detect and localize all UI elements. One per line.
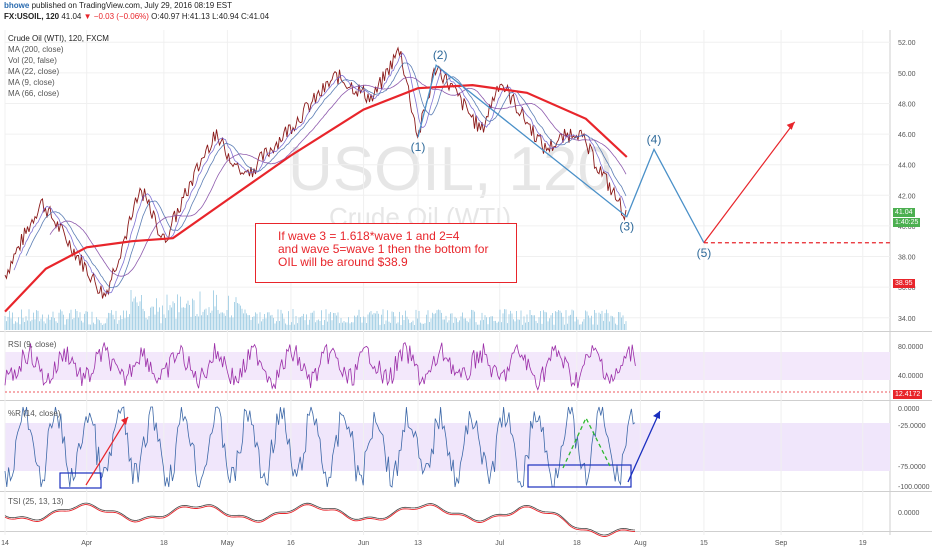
y-tick-label: 46.00: [898, 132, 916, 139]
x-tick-label: 13: [414, 540, 422, 547]
x-tick-label: Sep: [775, 540, 788, 547]
indicator-ma200[interactable]: MA (200, close): [8, 45, 64, 54]
projection: [703, 121, 890, 244]
wave-label: (5): [697, 246, 712, 260]
wave-label: (1): [411, 140, 426, 154]
pane-tick-label: -75.0000: [898, 464, 926, 471]
y-tick-label: 48.00: [898, 101, 916, 108]
ohlc-values: O:40.97 H:41.13 L:40.94 C:41.04: [151, 12, 270, 21]
arrow-head: [653, 411, 660, 419]
countdown-badge: 1:40:25: [893, 218, 921, 227]
pane-tick-label: -25.0000: [898, 423, 926, 430]
y-tick-label: 42.00: [898, 193, 916, 200]
indicator-ma66[interactable]: MA (66, close): [8, 89, 60, 98]
ma-line: [49, 76, 627, 277]
price-line: [4, 46, 627, 299]
indicator-vol[interactable]: Vol (20, false): [8, 56, 57, 65]
arrow-head: [786, 121, 795, 130]
last-price-badge: 41.04: [893, 208, 915, 217]
rsi-value-badge: 12.4172: [893, 390, 923, 399]
chart-frame: [0, 30, 932, 535]
arrow-head: [121, 417, 128, 425]
symbol-line: FX:USOIL, 120 41.04 ▼ −0.03 (−0.06%) O:4…: [4, 12, 269, 21]
wave-label: (4): [647, 132, 662, 146]
down-arrow-icon: ▼: [83, 12, 92, 21]
tsi-signal-line: [4, 502, 636, 536]
willr-line: [4, 406, 636, 488]
tsi-pane: 0.0000: [4, 502, 920, 537]
y-tick-label: 38.00: [898, 255, 916, 262]
ma-line: [13, 52, 627, 294]
x-tick-label: 14: [1, 540, 9, 547]
pane-tick-label: 40.0000: [898, 373, 923, 380]
x-tick-label: 16: [287, 540, 295, 547]
rsi-pane: 80.0000 40.0000: [4, 342, 923, 393]
x-tick-label: May: [221, 540, 235, 547]
time-axis[interactable]: 14 Apr 18 May 16 Jun 13 Jul 18 Aug 15 Sep 19: [1, 540, 867, 547]
annotation-line: and wave 5=wave 1 then the bottom for: [278, 242, 489, 256]
rsi-line: [4, 342, 636, 391]
x-tick-label: 15: [700, 540, 708, 547]
y-tick-label: 52.00: [898, 40, 916, 47]
y-tick-label: 40.00: [898, 224, 916, 231]
willr-arrow-red: [85, 416, 129, 486]
pane-tick-label: 0.0000: [898, 510, 920, 517]
y-tick-label: 34.00: [898, 316, 916, 323]
wave-line: [417, 64, 705, 244]
price-axis[interactable]: 52.00 50.00 48.00 46.00 44.00 42.00 40.00 38.00…: [898, 40, 916, 323]
y-tick-label: 44.00: [898, 163, 916, 170]
tsi-label[interactable]: TSI (25, 13, 13): [8, 497, 64, 506]
wave-label: (3): [619, 220, 634, 234]
williams-r-pane: 0.0000 -25.0000 -75.0000 -100.0000: [4, 406, 930, 491]
publish-info: published on TradingView.com, July 29, 2…: [31, 1, 233, 10]
indicator-ma9[interactable]: MA (9, close): [8, 78, 55, 87]
ma200-line: [4, 83, 628, 313]
x-tick-label: Jul: [495, 540, 504, 547]
change-value: −0.03 (−0.06%): [93, 12, 149, 21]
x-tick-label: Aug: [634, 540, 647, 547]
projection-arrow: [703, 121, 796, 244]
willr-label[interactable]: %R (14, close): [8, 409, 61, 418]
wave-label: (2): [433, 48, 448, 62]
annotation-box[interactable]: If wave 3 = 1.618*wave 1 and 2=4 and wav…: [255, 223, 517, 283]
ma-line: [25, 62, 627, 289]
symbol-name[interactable]: FX:USOIL, 120: [4, 12, 60, 21]
target-price-badge: 38.95: [893, 279, 915, 288]
volume-bars: [4, 290, 627, 330]
price-series: [4, 46, 627, 299]
tsi-line: [4, 504, 636, 537]
willr-arrow-blue: [627, 410, 661, 483]
y-tick-label: 50.00: [898, 71, 916, 78]
pane-tick-label: -100.0000: [898, 484, 930, 491]
publish-line: bhowe published on TradingView.com, July…: [4, 1, 232, 10]
rsi-label[interactable]: RSI (9, close): [8, 340, 57, 349]
x-tick-label: 19: [859, 540, 867, 547]
willr-box-left: [59, 472, 102, 489]
x-tick-label: Apr: [81, 540, 93, 547]
chart-title[interactable]: Crude Oil (WTI), 120, FXCM: [8, 34, 109, 43]
indicator-ma22[interactable]: MA (22, close): [8, 67, 60, 76]
pane-tick-label: 80.0000: [898, 344, 923, 351]
x-tick-label: 18: [573, 540, 581, 547]
watermark-symbol: USOIL, 120: [288, 135, 612, 204]
annotation-line: OIL will be around $38.9: [278, 255, 408, 269]
elliott-waves: (1) (2) (3) (4) (5): [411, 48, 712, 260]
open-value: 41.04: [61, 12, 82, 21]
rsi-band: [5, 352, 890, 380]
y-tick-label: 36.00: [898, 285, 916, 292]
willr-band: [5, 423, 890, 471]
x-tick-label: Jun: [358, 540, 369, 547]
x-tick-label: 18: [160, 540, 168, 547]
pane-tick-label: 0.0000: [898, 406, 920, 413]
moving-averages: [4, 52, 628, 313]
annotation-line: If wave 3 = 1.618*wave 1 and 2=4: [278, 229, 460, 243]
author-name[interactable]: bhowe: [4, 1, 30, 10]
